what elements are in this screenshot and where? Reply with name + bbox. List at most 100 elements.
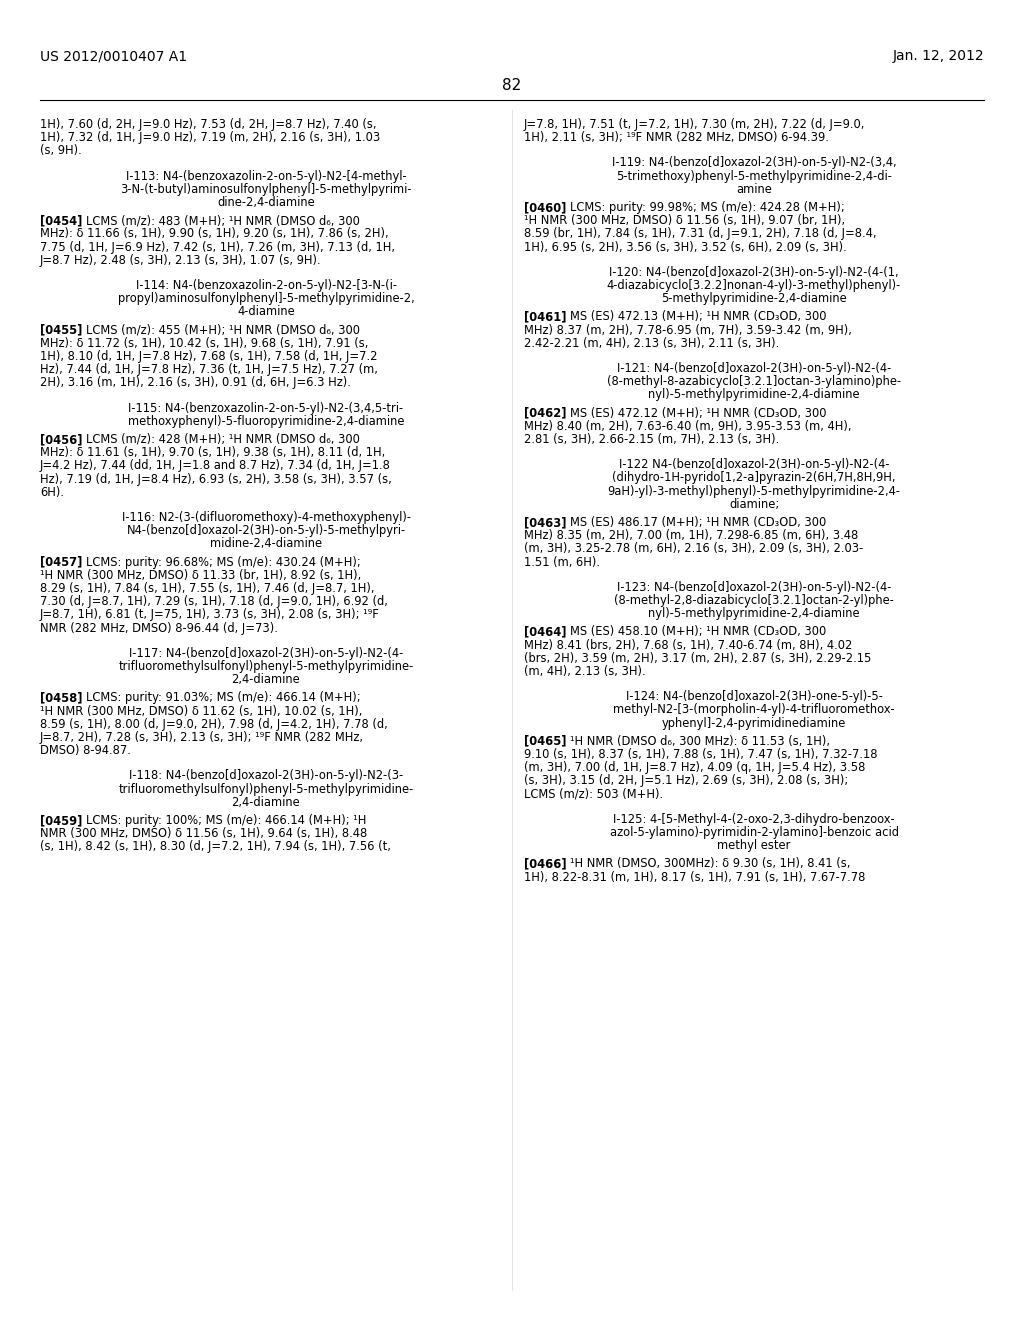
- Text: midine-2,4-diamine: midine-2,4-diamine: [210, 537, 323, 550]
- Text: 8.59 (s, 1H), 8.00 (d, J=9.0, 2H), 7.98 (d, J=4.2, 1H), 7.78 (d,: 8.59 (s, 1H), 8.00 (d, J=9.0, 2H), 7.98 …: [40, 718, 388, 731]
- Text: (brs, 2H), 3.59 (m, 2H), 3.17 (m, 2H), 2.87 (s, 3H), 2.29-2.15: (brs, 2H), 3.59 (m, 2H), 3.17 (m, 2H), 2…: [524, 652, 871, 665]
- Text: DMSO) 8-94.87.: DMSO) 8-94.87.: [40, 744, 131, 758]
- Text: J=8.7, 1H), 6.81 (t, J=75, 1H), 3.73 (s, 3H), 2.08 (s, 3H); ¹⁹F: J=8.7, 1H), 6.81 (t, J=75, 1H), 3.73 (s,…: [40, 609, 380, 622]
- Text: LCMS: purity: 96.68%; MS (m/e): 430.24 (M+H);: LCMS: purity: 96.68%; MS (m/e): 430.24 (…: [86, 556, 360, 569]
- Text: [0455]: [0455]: [40, 323, 94, 337]
- Text: I-113: N4-(benzoxazolin-2-on-5-yl)-N2-[4-methyl-: I-113: N4-(benzoxazolin-2-on-5-yl)-N2-[4…: [126, 169, 407, 182]
- Text: 1.51 (m, 6H).: 1.51 (m, 6H).: [524, 556, 600, 569]
- Text: J=4.2 Hz), 7.44 (dd, 1H, J=1.8 and 8.7 Hz), 7.34 (d, 1H, J=1.8: J=4.2 Hz), 7.44 (dd, 1H, J=1.8 and 8.7 H…: [40, 459, 391, 473]
- Text: [0464]: [0464]: [524, 626, 579, 639]
- Text: 9aH)-yl)-3-methyl)phenyl)-5-methylpyrimidine-2,4-: 9aH)-yl)-3-methyl)phenyl)-5-methylpyrimi…: [607, 484, 900, 498]
- Text: methyl ester: methyl ester: [718, 840, 791, 853]
- Text: methyl-N2-[3-(morpholin-4-yl)-4-trifluoromethox-: methyl-N2-[3-(morpholin-4-yl)-4-trifluor…: [613, 704, 895, 717]
- Text: N4-(benzo[d]oxazol-2(3H)-on-5-yl)-5-methylpyri-: N4-(benzo[d]oxazol-2(3H)-on-5-yl)-5-meth…: [126, 524, 406, 537]
- Text: 2H), 3.16 (m, 1H), 2.16 (s, 3H), 0.91 (d, 6H, J=6.3 Hz).: 2H), 3.16 (m, 1H), 2.16 (s, 3H), 0.91 (d…: [40, 376, 351, 389]
- Text: 2,4-diamine: 2,4-diamine: [231, 673, 300, 686]
- Text: yphenyl]-2,4-pyrimidinediamine: yphenyl]-2,4-pyrimidinediamine: [662, 717, 846, 730]
- Text: (8-methyl-2,8-diazabicyclo[3.2.1]octan-2-yl)phe-: (8-methyl-2,8-diazabicyclo[3.2.1]octan-2…: [614, 594, 894, 607]
- Text: I-117: N4-(benzo[d]oxazol-2(3H)-on-5-yl)-N2-(4-: I-117: N4-(benzo[d]oxazol-2(3H)-on-5-yl)…: [129, 647, 403, 660]
- Text: I-121: N4-(benzo[d]oxazol-2(3H)-on-5-yl)-N2-(4-: I-121: N4-(benzo[d]oxazol-2(3H)-on-5-yl)…: [616, 362, 891, 375]
- Text: MHz) 8.35 (m, 2H), 7.00 (m, 1H), 7.298-6.85 (m, 6H), 3.48: MHz) 8.35 (m, 2H), 7.00 (m, 1H), 7.298-6…: [524, 529, 858, 543]
- Text: 2,4-diamine: 2,4-diamine: [231, 796, 300, 809]
- Text: LCMS: purity: 91.03%; MS (m/e): 466.14 (M+H);: LCMS: purity: 91.03%; MS (m/e): 466.14 (…: [86, 692, 360, 705]
- Text: 8.59 (br, 1H), 7.84 (s, 1H), 7.31 (d, J=9.1, 2H), 7.18 (d, J=8.4,: 8.59 (br, 1H), 7.84 (s, 1H), 7.31 (d, J=…: [524, 227, 877, 240]
- Text: [0457]: [0457]: [40, 556, 94, 569]
- Text: [0456]: [0456]: [40, 433, 94, 446]
- Text: 7.30 (d, J=8.7, 1H), 7.29 (s, 1H), 7.18 (d, J=9.0, 1H), 6.92 (d,: 7.30 (d, J=8.7, 1H), 7.29 (s, 1H), 7.18 …: [40, 595, 388, 609]
- Text: 4-diazabicyclo[3.2.2]nonan-4-yl)-3-methyl)phenyl)-: 4-diazabicyclo[3.2.2]nonan-4-yl)-3-methy…: [607, 279, 901, 292]
- Text: LCMS (m/z): 503 (M+H).: LCMS (m/z): 503 (M+H).: [524, 788, 664, 801]
- Text: I-120: N4-(benzo[d]oxazol-2(3H)-on-5-yl)-N2-(4-(1,: I-120: N4-(benzo[d]oxazol-2(3H)-on-5-yl)…: [609, 265, 899, 279]
- Text: US 2012/0010407 A1: US 2012/0010407 A1: [40, 49, 187, 63]
- Text: LCMS: purity: 99.98%; MS (m/e): 424.28 (M+H);: LCMS: purity: 99.98%; MS (m/e): 424.28 (…: [569, 201, 845, 214]
- Text: J=8.7 Hz), 2.48 (s, 3H), 2.13 (s, 3H), 1.07 (s, 9H).: J=8.7 Hz), 2.48 (s, 3H), 2.13 (s, 3H), 1…: [40, 253, 322, 267]
- Text: 6H).: 6H).: [40, 486, 63, 499]
- Text: I-116: N2-(3-(difluoromethoxy)-4-methoxyphenyl)-: I-116: N2-(3-(difluoromethoxy)-4-methoxy…: [122, 511, 411, 524]
- Text: [0461]: [0461]: [524, 310, 579, 323]
- Text: (8-methyl-8-azabicyclo[3.2.1]octan-3-ylamino)phe-: (8-methyl-8-azabicyclo[3.2.1]octan-3-yla…: [607, 375, 901, 388]
- Text: Jan. 12, 2012: Jan. 12, 2012: [892, 49, 984, 63]
- Text: 3-N-(t-butyl)aminosulfonylphenyl]-5-methylpyrimi-: 3-N-(t-butyl)aminosulfonylphenyl]-5-meth…: [120, 182, 412, 195]
- Text: I-114: N4-(benzoxazolin-2-on-5-yl)-N2-[3-N-(i-: I-114: N4-(benzoxazolin-2-on-5-yl)-N2-[3…: [135, 279, 396, 292]
- Text: ¹H NMR (DMSO, 300MHz): δ 9.30 (s, 1H), 8.41 (s,: ¹H NMR (DMSO, 300MHz): δ 9.30 (s, 1H), 8…: [569, 858, 850, 870]
- Text: MS (ES) 458.10 (M+H); ¹H NMR (CD₃OD, 300: MS (ES) 458.10 (M+H); ¹H NMR (CD₃OD, 300: [569, 626, 825, 639]
- Text: LCMS: purity: 100%; MS (m/e): 466.14 (M+H); ¹H: LCMS: purity: 100%; MS (m/e): 466.14 (M+…: [86, 814, 366, 828]
- Text: 1H), 7.32 (d, 1H, J=9.0 Hz), 7.19 (m, 2H), 2.16 (s, 3H), 1.03: 1H), 7.32 (d, 1H, J=9.0 Hz), 7.19 (m, 2H…: [40, 131, 380, 144]
- Text: [0460]: [0460]: [524, 201, 579, 214]
- Text: MS (ES) 472.13 (M+H); ¹H NMR (CD₃OD, 300: MS (ES) 472.13 (M+H); ¹H NMR (CD₃OD, 300: [569, 310, 826, 323]
- Text: MS (ES) 486.17 (M+H); ¹H NMR (CD₃OD, 300: MS (ES) 486.17 (M+H); ¹H NMR (CD₃OD, 300: [569, 516, 825, 529]
- Text: ¹H NMR (300 MHz, DMSO) δ 11.33 (br, 1H), 8.92 (s, 1H),: ¹H NMR (300 MHz, DMSO) δ 11.33 (br, 1H),…: [40, 569, 361, 582]
- Text: 2.42-2.21 (m, 4H), 2.13 (s, 3H), 2.11 (s, 3H).: 2.42-2.21 (m, 4H), 2.13 (s, 3H), 2.11 (s…: [524, 337, 779, 350]
- Text: 5-trimethoxy)phenyl-5-methylpyrimidine-2,4-di-: 5-trimethoxy)phenyl-5-methylpyrimidine-2…: [616, 169, 892, 182]
- Text: NMR (300 MHz, DMSO) δ 11.56 (s, 1H), 9.64 (s, 1H), 8.48: NMR (300 MHz, DMSO) δ 11.56 (s, 1H), 9.6…: [40, 828, 368, 841]
- Text: I-115: N4-(benzoxazolin-2-on-5-yl)-N2-(3,4,5-tri-: I-115: N4-(benzoxazolin-2-on-5-yl)-N2-(3…: [128, 401, 403, 414]
- Text: 9.10 (s, 1H), 8.37 (s, 1H), 7.88 (s, 1H), 7.47 (s, 1H), 7.32-7.18: 9.10 (s, 1H), 8.37 (s, 1H), 7.88 (s, 1H)…: [524, 748, 878, 762]
- Text: (dihydro-1H-pyrido[1,2-a]pyrazin-2(6H,7H,8H,9H,: (dihydro-1H-pyrido[1,2-a]pyrazin-2(6H,7H…: [612, 471, 896, 484]
- Text: J=8.7, 2H), 7.28 (s, 3H), 2.13 (s, 3H); ¹⁹F NMR (282 MHz,: J=8.7, 2H), 7.28 (s, 3H), 2.13 (s, 3H); …: [40, 731, 364, 744]
- Text: MS (ES) 472.12 (M+H); ¹H NMR (CD₃OD, 300: MS (ES) 472.12 (M+H); ¹H NMR (CD₃OD, 300: [569, 407, 826, 420]
- Text: (s, 9H).: (s, 9H).: [40, 144, 82, 157]
- Text: ¹H NMR (300 MHz, DMSO) δ 11.62 (s, 1H), 10.02 (s, 1H),: ¹H NMR (300 MHz, DMSO) δ 11.62 (s, 1H), …: [40, 705, 362, 718]
- Text: I-119: N4-(benzo[d]oxazol-2(3H)-on-5-yl)-N2-(3,4,: I-119: N4-(benzo[d]oxazol-2(3H)-on-5-yl)…: [611, 156, 896, 169]
- Text: dine-2,4-diamine: dine-2,4-diamine: [217, 195, 314, 209]
- Text: 1H), 8.10 (d, 1H, J=7.8 Hz), 7.68 (s, 1H), 7.58 (d, 1H, J=7.2: 1H), 8.10 (d, 1H, J=7.8 Hz), 7.68 (s, 1H…: [40, 350, 378, 363]
- Text: (s, 1H), 8.42 (s, 1H), 8.30 (d, J=7.2, 1H), 7.94 (s, 1H), 7.56 (t,: (s, 1H), 8.42 (s, 1H), 8.30 (d, J=7.2, 1…: [40, 841, 391, 854]
- Text: LCMS (m/z): 455 (M+H); ¹H NMR (DMSO d₆, 300: LCMS (m/z): 455 (M+H); ¹H NMR (DMSO d₆, …: [86, 323, 359, 337]
- Text: (m, 3H), 7.00 (d, 1H, J=8.7 Hz), 4.09 (q, 1H, J=5.4 Hz), 3.58: (m, 3H), 7.00 (d, 1H, J=8.7 Hz), 4.09 (q…: [524, 762, 865, 775]
- Text: MHz): δ 11.72 (s, 1H), 10.42 (s, 1H), 9.68 (s, 1H), 7.91 (s,: MHz): δ 11.72 (s, 1H), 10.42 (s, 1H), 9.…: [40, 337, 369, 350]
- Text: nyl)-5-methylpyrimidine-2,4-diamine: nyl)-5-methylpyrimidine-2,4-diamine: [648, 607, 860, 620]
- Text: ¹H NMR (300 MHz, DMSO) δ 11.56 (s, 1H), 9.07 (br, 1H),: ¹H NMR (300 MHz, DMSO) δ 11.56 (s, 1H), …: [524, 214, 845, 227]
- Text: propyl)aminosulfonylphenyl]-5-methylpyrimidine-2,: propyl)aminosulfonylphenyl]-5-methylpyri…: [118, 292, 415, 305]
- Text: nyl)-5-methylpyrimidine-2,4-diamine: nyl)-5-methylpyrimidine-2,4-diamine: [648, 388, 860, 401]
- Text: [0463]: [0463]: [524, 516, 579, 529]
- Text: ¹H NMR (DMSO d₆, 300 MHz): δ 11.53 (s, 1H),: ¹H NMR (DMSO d₆, 300 MHz): δ 11.53 (s, 1…: [569, 735, 829, 748]
- Text: (s, 3H), 3.15 (d, 2H, J=5.1 Hz), 2.69 (s, 3H), 2.08 (s, 3H);: (s, 3H), 3.15 (d, 2H, J=5.1 Hz), 2.69 (s…: [524, 775, 848, 788]
- Text: J=7.8, 1H), 7.51 (t, J=7.2, 1H), 7.30 (m, 2H), 7.22 (d, J=9.0,: J=7.8, 1H), 7.51 (t, J=7.2, 1H), 7.30 (m…: [524, 117, 865, 131]
- Text: 1H), 2.11 (s, 3H); ¹⁹F NMR (282 MHz, DMSO) 6-94.39.: 1H), 2.11 (s, 3H); ¹⁹F NMR (282 MHz, DMS…: [524, 131, 828, 144]
- Text: 4-diamine: 4-diamine: [238, 305, 295, 318]
- Text: MHz) 8.37 (m, 2H), 7.78-6.95 (m, 7H), 3.59-3.42 (m, 9H),: MHz) 8.37 (m, 2H), 7.78-6.95 (m, 7H), 3.…: [524, 323, 852, 337]
- Text: I-123: N4-(benzo[d]oxazol-2(3H)-on-5-yl)-N2-(4-: I-123: N4-(benzo[d]oxazol-2(3H)-on-5-yl)…: [616, 581, 891, 594]
- Text: 5-methylpyrimidine-2,4-diamine: 5-methylpyrimidine-2,4-diamine: [662, 292, 847, 305]
- Text: [0465]: [0465]: [524, 735, 579, 748]
- Text: [0466]: [0466]: [524, 858, 579, 870]
- Text: NMR (282 MHz, DMSO) 8-96.44 (d, J=73).: NMR (282 MHz, DMSO) 8-96.44 (d, J=73).: [40, 622, 278, 635]
- Text: (m, 4H), 2.13 (s, 3H).: (m, 4H), 2.13 (s, 3H).: [524, 665, 645, 678]
- Text: (m, 3H), 3.25-2.78 (m, 6H), 2.16 (s, 3H), 2.09 (s, 3H), 2.03-: (m, 3H), 3.25-2.78 (m, 6H), 2.16 (s, 3H)…: [524, 543, 863, 556]
- Text: azol-5-ylamino)-pyrimidin-2-ylamino]-benzoic acid: azol-5-ylamino)-pyrimidin-2-ylamino]-ben…: [609, 826, 898, 840]
- Text: 8.29 (s, 1H), 7.84 (s, 1H), 7.55 (s, 1H), 7.46 (d, J=8.7, 1H),: 8.29 (s, 1H), 7.84 (s, 1H), 7.55 (s, 1H)…: [40, 582, 375, 595]
- Text: I-125: 4-[5-Methyl-4-(2-oxo-2,3-dihydro-benzoox-: I-125: 4-[5-Methyl-4-(2-oxo-2,3-dihydro-…: [613, 813, 895, 826]
- Text: LCMS (m/z): 483 (M+H); ¹H NMR (DMSO d₆, 300: LCMS (m/z): 483 (M+H); ¹H NMR (DMSO d₆, …: [86, 214, 359, 227]
- Text: 1H), 7.60 (d, 2H, J=9.0 Hz), 7.53 (d, 2H, J=8.7 Hz), 7.40 (s,: 1H), 7.60 (d, 2H, J=9.0 Hz), 7.53 (d, 2H…: [40, 117, 377, 131]
- Text: diamine;: diamine;: [729, 498, 779, 511]
- Text: trifluoromethylsulfonyl)phenyl-5-methylpyrimidine-: trifluoromethylsulfonyl)phenyl-5-methylp…: [119, 660, 414, 673]
- Text: MHz) 8.41 (brs, 2H), 7.68 (s, 1H), 7.40-6.74 (m, 8H), 4.02: MHz) 8.41 (brs, 2H), 7.68 (s, 1H), 7.40-…: [524, 639, 852, 652]
- Text: [0459]: [0459]: [40, 814, 94, 828]
- Text: I-122 N4-(benzo[d]oxazol-2(3H)-on-5-yl)-N2-(4-: I-122 N4-(benzo[d]oxazol-2(3H)-on-5-yl)-…: [618, 458, 889, 471]
- Text: MHz): δ 11.66 (s, 1H), 9.90 (s, 1H), 9.20 (s, 1H), 7.86 (s, 2H),: MHz): δ 11.66 (s, 1H), 9.90 (s, 1H), 9.2…: [40, 227, 389, 240]
- Text: 7.75 (d, 1H, J=6.9 Hz), 7.42 (s, 1H), 7.26 (m, 3H), 7.13 (d, 1H,: 7.75 (d, 1H, J=6.9 Hz), 7.42 (s, 1H), 7.…: [40, 240, 395, 253]
- Text: LCMS (m/z): 428 (M+H); ¹H NMR (DMSO d₆, 300: LCMS (m/z): 428 (M+H); ¹H NMR (DMSO d₆, …: [86, 433, 359, 446]
- Text: MHz): δ 11.61 (s, 1H), 9.70 (s, 1H), 9.38 (s, 1H), 8.11 (d, 1H,: MHz): δ 11.61 (s, 1H), 9.70 (s, 1H), 9.3…: [40, 446, 385, 459]
- Text: 1H), 8.22-8.31 (m, 1H), 8.17 (s, 1H), 7.91 (s, 1H), 7.67-7.78: 1H), 8.22-8.31 (m, 1H), 8.17 (s, 1H), 7.…: [524, 871, 865, 883]
- Text: [0458]: [0458]: [40, 692, 94, 705]
